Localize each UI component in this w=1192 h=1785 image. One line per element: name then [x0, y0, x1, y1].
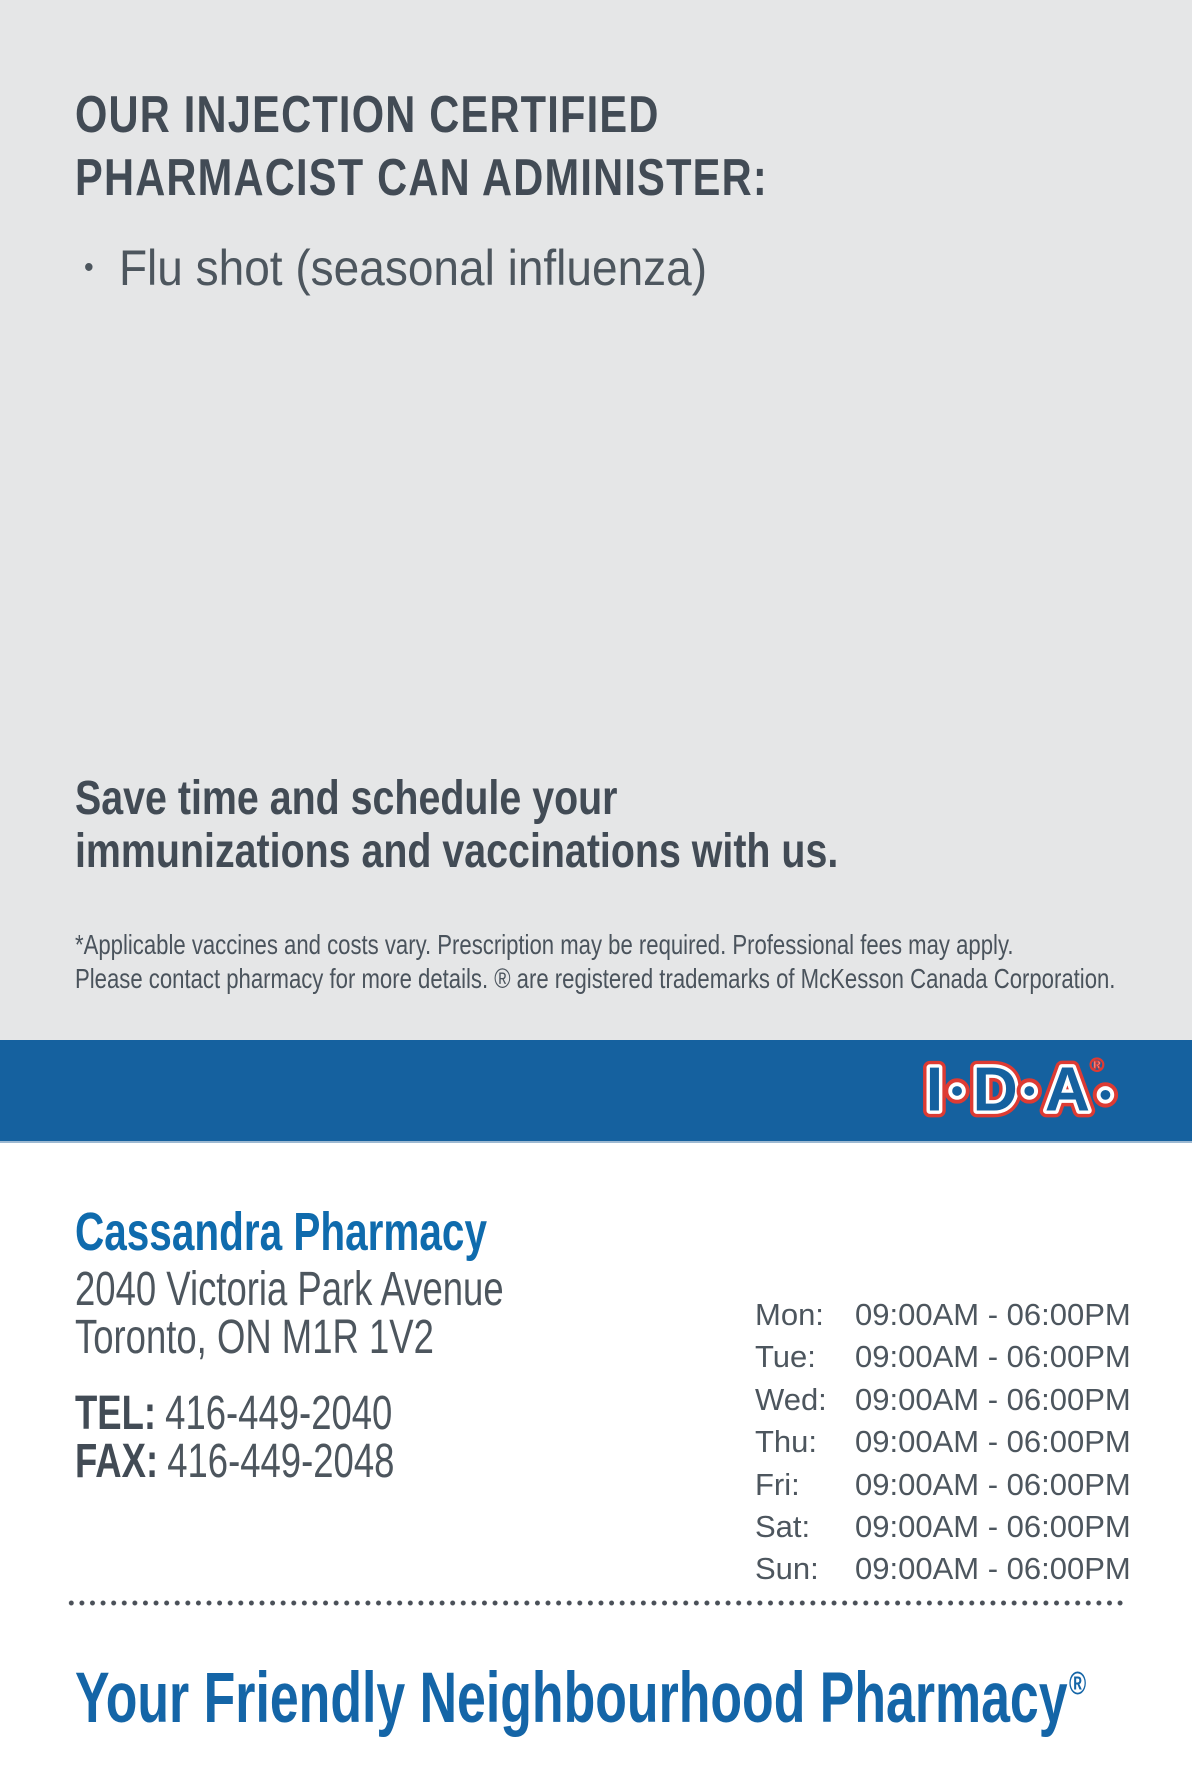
hours-day: Wed:: [755, 1381, 827, 1417]
address-line1: 2040 Victoria Park Avenue: [75, 1263, 504, 1316]
pharmacy-info-section: [0, 1143, 1192, 1785]
services-section: OUR INJECTION CERTIFIED PHARMACIST CAN A…: [0, 0, 1192, 1040]
fax-number: 416-449-2048: [167, 1434, 395, 1488]
hours-time: 09:00AM - 06:00PM: [855, 1424, 1131, 1460]
disclaimer-line1: *Applicable vaccines and costs vary. Pre…: [75, 929, 1014, 960]
svg-text:I: I: [926, 1055, 943, 1125]
disclaimer-text: *Applicable vaccines and costs vary. Pre…: [75, 928, 1192, 995]
hours-row: Fri: 09:00AM - 06:00PM: [755, 1464, 1175, 1506]
schedule-subheading: Save time and schedule your immunization…: [75, 772, 1175, 878]
ida-registered-mark: ®: [1090, 1054, 1105, 1076]
hours-row: Mon: 09:00AM - 06:00PM: [755, 1294, 1175, 1336]
schedule-subheading-line1: Save time and schedule your: [75, 772, 618, 825]
svg-text:A: A: [1045, 1055, 1090, 1125]
hours-row: Sun: 09:00AM - 06:00PM: [755, 1548, 1175, 1590]
brand-tagline: Your Friendly Neighbourhood Pharmacy®: [75, 1642, 1192, 1740]
hours-time: 09:00AM - 06:00PM: [855, 1466, 1131, 1502]
svg-text:A: A: [1045, 1055, 1090, 1125]
hours-row: Sat: 09:00AM - 06:00PM: [755, 1506, 1175, 1548]
svg-text:D: D: [973, 1055, 1018, 1125]
tel-label: TEL:: [75, 1387, 157, 1440]
schedule-subheading-line2: immunizations and vaccinations with us.: [75, 825, 839, 878]
hours-row: Wed: 09:00AM - 06:00PM: [755, 1379, 1175, 1421]
ida-logo-white-outline: I D A: [922, 1051, 1093, 1128]
hours-day: Tue:: [755, 1339, 816, 1375]
hours-time: 09:00AM - 06:00PM: [855, 1509, 1131, 1545]
svg-text:A: A: [1045, 1055, 1090, 1125]
hours-time: 09:00AM - 06:00PM: [855, 1339, 1131, 1375]
svg-text:D: D: [973, 1055, 1018, 1125]
hours-time: 09:00AM - 06:00PM: [855, 1381, 1131, 1417]
pharmacy-contact: TEL: 416-449-2040 FAX: 416-449-2048: [75, 1387, 875, 1488]
hours-day: Sun:: [755, 1551, 819, 1587]
page-title-line1: OUR INJECTION CERTIFIED: [75, 86, 660, 144]
fax-label: FAX:: [75, 1434, 159, 1488]
ida-logo-icon: I D A I D A I D A: [919, 1051, 1119, 1129]
store-hours: Mon: 09:00AM - 06:00PM Tue: 09:00AM - 06:0…: [755, 1294, 1175, 1591]
pharmacy-address: 2040 Victoria Park Avenue Toronto, ON M1…: [75, 1263, 875, 1364]
brand-bar: I D A I D A I D A: [0, 1040, 1192, 1143]
hours-time: 09:00AM - 06:00PM: [855, 1551, 1131, 1587]
page-title: OUR INJECTION CERTIFIED PHARMACIST CAN A…: [75, 84, 1175, 210]
ida-logo-dots: [944, 1078, 1119, 1108]
address-line2: Toronto, ON M1R 1V2: [75, 1310, 434, 1364]
hours-time: 09:00AM - 06:00PM: [855, 1297, 1131, 1332]
tel-number: 416-449-2040: [165, 1387, 393, 1440]
tagline-registered-mark: ®: [1069, 1665, 1087, 1701]
svg-text:D: D: [973, 1055, 1018, 1125]
ida-logo-letters: I D A: [926, 1055, 1090, 1125]
dotted-divider: [66, 1600, 1123, 1606]
hours-day: Sat:: [755, 1509, 811, 1545]
hours-day: Mon:: [755, 1297, 824, 1332]
service-list-item-label: Flu shot (seasonal influenza): [118, 240, 708, 296]
bullet-icon: •: [84, 251, 94, 284]
hours-day: Thu:: [755, 1424, 818, 1460]
hours-row: Tue: 09:00AM - 06:00PM: [755, 1336, 1175, 1378]
disclaimer-line2: Please contact pharmacy for more details…: [75, 962, 1116, 994]
page-title-line2: PHARMACIST CAN ADMINISTER:: [75, 149, 768, 207]
pharmacy-name: Cassandra Pharmacy: [75, 1202, 487, 1262]
service-list-item: • Flu shot (seasonal influenza): [84, 238, 1134, 298]
hours-row: Thu: 09:00AM - 06:00PM: [755, 1421, 1175, 1463]
svg-text:I: I: [926, 1055, 943, 1125]
brand-tagline-text: Your Friendly Neighbourhood Pharmacy: [75, 1659, 1068, 1738]
hours-day: Fri:: [755, 1466, 800, 1502]
